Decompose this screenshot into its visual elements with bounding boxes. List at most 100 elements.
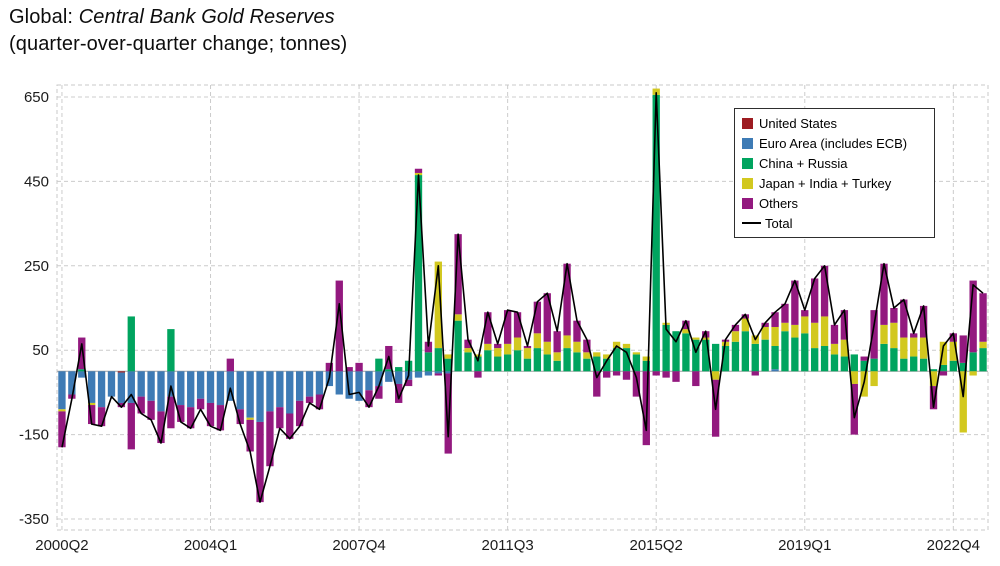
bar-segment [870,358,878,372]
legend-item-label: Euro Area (includes ECB) [759,135,908,151]
bar-segment [355,362,363,372]
bar-segment [741,318,750,332]
bar-segment [286,371,294,414]
bar-segment [811,322,819,349]
bar-segment [503,354,512,372]
bar-segment [652,88,660,95]
bar-segment [682,333,690,372]
bar-segment [900,337,908,359]
bar-segment [127,316,135,372]
bar-segment [642,356,650,361]
bar-segment [603,354,611,359]
bar-segment [979,341,987,349]
bar-segment [315,394,324,410]
bar-segment [919,305,928,338]
series-color-swatch [742,137,753,149]
bar-segment [612,371,621,376]
plot-frame [56,84,989,531]
bar-segment [295,400,304,427]
bar-segment [305,371,314,397]
bar-segment [573,341,581,353]
legend-item-label: Total [765,215,793,231]
bar-segment [553,331,561,353]
bar-segment [702,337,710,340]
bar-segment [375,386,383,399]
bar-segment [969,352,977,372]
bar-segment [187,407,195,429]
bar-segment [295,371,304,401]
bar-segment [890,348,898,372]
bar-segment [523,358,532,372]
bar-segment [484,312,492,344]
bar-segment [246,417,254,420]
bar-segment [929,369,938,372]
bar-segment [88,371,96,403]
bar-segment [434,261,442,349]
bar-segment [583,352,591,359]
bar-segment [622,371,631,380]
bar-segment [771,345,779,370]
bar-segment [147,400,155,420]
bar-segment [246,371,254,418]
bar-segment [791,337,799,372]
bar-segment [395,383,403,403]
bar-segment [256,421,264,503]
x-axis-tick-label: 2007Q4 [332,537,385,554]
bar-segment [939,371,948,376]
bar-segment [731,324,740,332]
bar-segment [58,409,66,412]
bar-segment [672,371,680,382]
bar-segment [791,324,799,338]
bar-segment [632,354,641,372]
bar-segment [910,337,918,357]
bar-segment [820,316,829,346]
bar-segment [494,356,502,372]
bar-segment [474,356,482,372]
bar-segment [593,356,601,372]
bar-segment [97,371,106,408]
bar-segment [553,360,561,372]
bar-segment [880,343,888,372]
bar-segment [830,354,839,372]
chart-title: Global: Central Bank Gold Reserves [9,4,347,31]
bar-segment [137,396,145,414]
bar-segment [375,371,383,387]
bar-segment [979,293,987,342]
bar-segment [583,339,591,353]
bar-segment [375,358,383,372]
bar-segment [929,371,938,387]
bar-segment [325,362,334,372]
bar-segment [464,339,472,349]
chart-title-main: Central Bank Gold Reserves [78,6,335,28]
bar-segment [811,278,819,323]
bar-segment [761,339,769,372]
x-axis-tick-label: 2022Q4 [927,537,980,554]
chart-subtitle: (quarter-over-quarter change; tonnes) [9,33,348,55]
bar-segment [424,371,433,376]
bar-segment [523,345,532,349]
bar-segment [771,312,779,327]
bar-segment [919,358,928,372]
series-color-swatch [742,197,753,209]
y-axis-tick-label: 50 [32,342,49,359]
bar-segment [761,326,769,340]
bar-segment [622,348,631,372]
bar-segment [127,402,135,450]
bar-segment [840,310,849,340]
bar-segment [860,360,868,372]
bar-segment [751,343,759,372]
x-axis-tick-label: 2019Q1 [778,537,831,554]
bar-segment [187,371,195,408]
bar-segment [939,341,948,365]
bar-segment [840,339,849,357]
legend-item-label: China + Russia [759,155,848,171]
bar-segment [563,335,571,349]
bar-segment [543,341,551,355]
bar-segment [850,371,858,384]
legend-item-label: Japan + India + Turkey [759,175,892,191]
bar-segment [652,94,660,372]
bar-segment [870,310,878,359]
bar-segment [335,371,343,395]
chart-title-prefix: Global: [9,6,79,28]
bar-segment [196,371,205,399]
